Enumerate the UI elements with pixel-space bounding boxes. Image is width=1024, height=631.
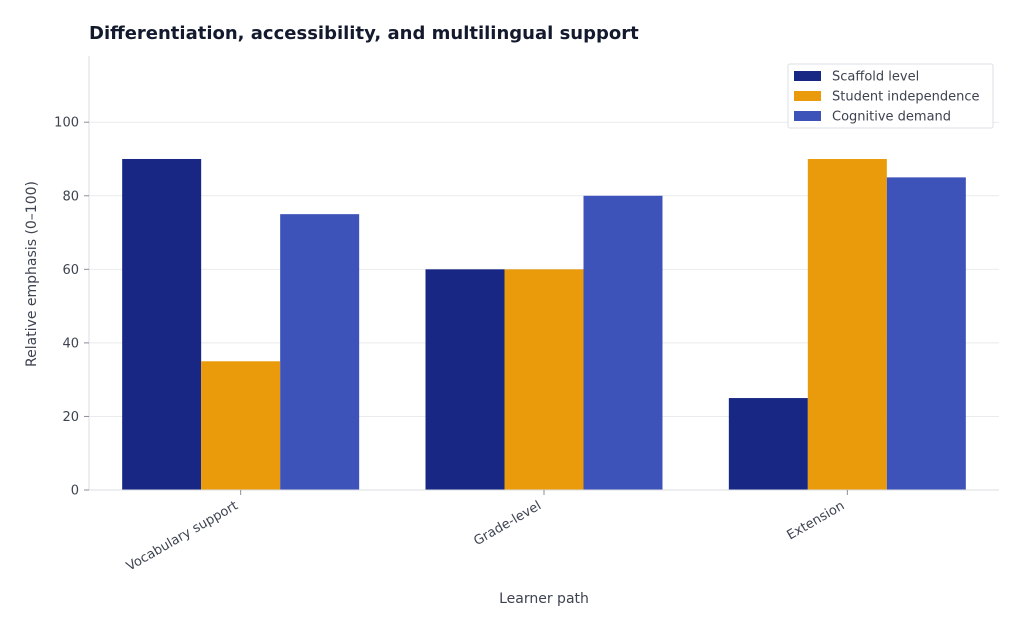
bar-cognitive-demand: [280, 214, 360, 491]
legend-swatch: [794, 91, 821, 101]
y-tick-label: 100: [54, 116, 79, 131]
bar-scaffold-level: [122, 158, 202, 491]
x-tick-label: Vocabulary support: [124, 498, 241, 574]
legend-label: Student independence: [832, 90, 980, 105]
legend-label: Cognitive demand: [832, 110, 951, 125]
x-axis-label: Learner path: [499, 591, 589, 607]
bar-student-independence: [807, 158, 887, 491]
legend-label: Scaffold level: [832, 70, 919, 85]
chart-title: Differentiation, accessibility, and mult…: [89, 23, 639, 44]
bars: [122, 158, 966, 491]
y-axis-label: Relative emphasis (0–100): [24, 181, 40, 367]
legend-swatch: [794, 71, 821, 81]
bar-cognitive-demand: [886, 177, 966, 491]
x-axis-ticks: Vocabulary support Grade-level Extension: [124, 490, 848, 575]
y-tick-label: 20: [62, 410, 79, 425]
y-tick-label: 80: [62, 189, 79, 204]
bar-cognitive-demand: [583, 195, 663, 491]
x-tick-label: Grade-level: [471, 498, 544, 549]
bar-student-independence: [504, 269, 584, 490]
x-tick-label: Extension: [785, 498, 848, 543]
legend-swatch: [794, 111, 821, 121]
bar-scaffold-level: [425, 269, 505, 490]
bar-scaffold-level: [728, 398, 808, 490]
legend-box: [787, 63, 994, 129]
y-axis-ticks: 0 20 40 60 80 100: [54, 116, 89, 499]
y-tick-label: 0: [71, 484, 79, 499]
y-tick-label: 40: [62, 336, 79, 351]
legend: Scaffold level Student independence Cognit…: [787, 63, 994, 129]
bar-student-independence: [201, 361, 281, 490]
y-tick-label: 60: [62, 263, 79, 278]
